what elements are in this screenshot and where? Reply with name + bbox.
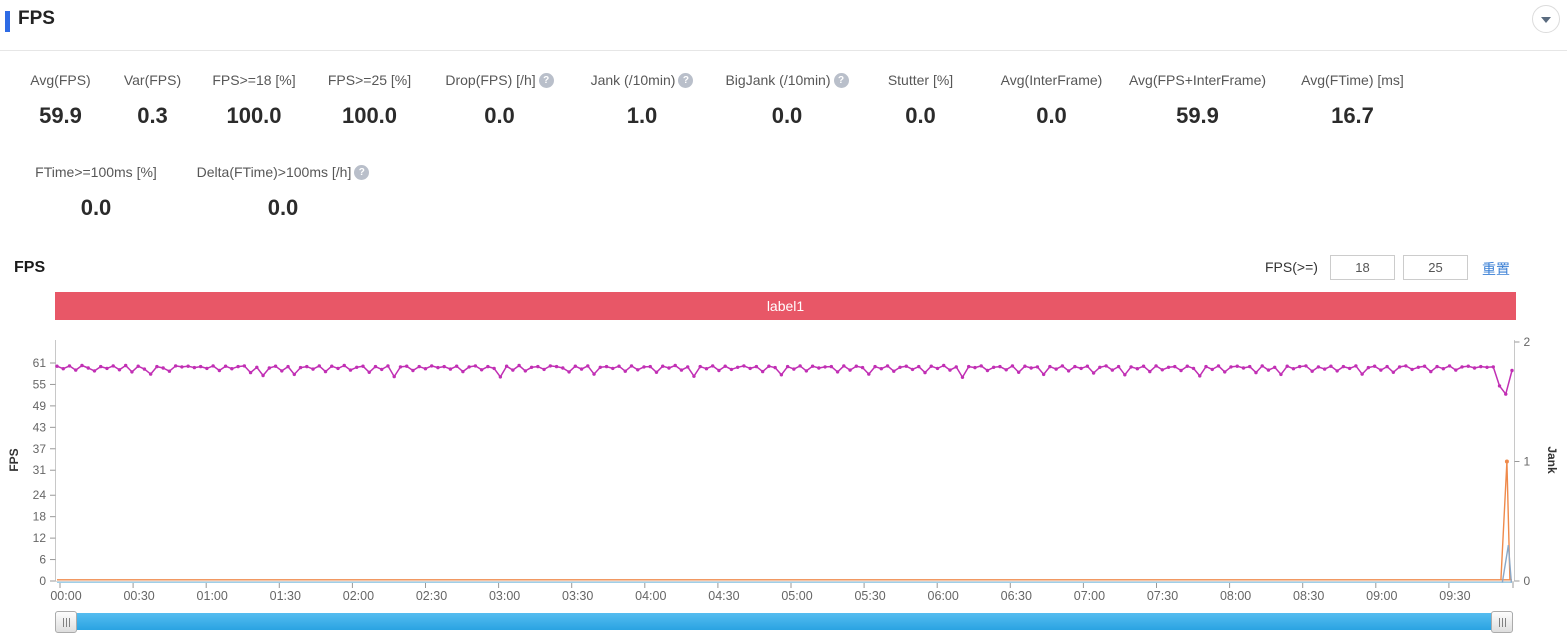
scrollbar-handle-right[interactable] [1491,611,1513,633]
svg-text:61: 61 [33,356,47,370]
svg-text:09:00: 09:00 [1366,589,1397,603]
metric-avg-interframe: Avg(InterFrame) 0.0 [983,72,1120,129]
svg-text:09:30: 09:30 [1439,589,1470,603]
metric-avg-fps-interframe: Avg(FPS+InterFrame) 59.9 [1120,72,1275,129]
svg-text:03:30: 03:30 [562,589,593,603]
metric-label: FPS>=18 [%] [212,72,296,88]
metric-label: BigJank (/10min) [725,72,831,88]
page-title: FPS [18,8,55,29]
scrollbar-handle-left[interactable] [55,611,77,633]
metric-avg-ftime-ms: Avg(FTime) [ms] 16.7 [1275,72,1430,129]
metric-stutter: Stutter [%] 0.0 [858,72,983,129]
metric-value: 0.3 [137,103,168,128]
svg-text:05:00: 05:00 [781,589,812,603]
metric-value: 0.0 [771,103,803,128]
metric-fps-25: FPS>=25 [%] 100.0 [308,72,431,129]
svg-text:24: 24 [33,488,47,502]
metric-label: Avg(FPS+InterFrame) [1128,72,1267,88]
metric-value: 59.9 [1176,103,1219,128]
metric-var-fps: Var(FPS) 0.3 [105,72,200,129]
svg-text:07:30: 07:30 [1147,589,1178,603]
svg-text:01:30: 01:30 [270,589,301,603]
chart-range-scrollbar[interactable] [55,613,1513,630]
metric-label: Jank (/10min) [590,72,676,88]
metric-value: 100.0 [226,103,282,128]
svg-text:00:30: 00:30 [123,589,154,603]
chart-title: FPS [14,259,46,276]
fps-threshold-input-2[interactable] [1403,255,1468,280]
metric-drop-fps-h: Drop(FPS) [/h]? 0.0 [431,72,568,129]
svg-text:1: 1 [1524,455,1531,469]
metric-label: Avg(InterFrame) [1000,72,1103,88]
svg-text:FPS: FPS [7,448,21,471]
svg-text:04:30: 04:30 [708,589,739,603]
metric-fps-18: FPS>=18 [%] 100.0 [200,72,308,129]
svg-text:31: 31 [33,463,47,477]
svg-text:18: 18 [33,510,47,524]
chevron-down-icon [1541,17,1551,23]
metric-jank-10min: Jank (/10min)? 1.0 [568,72,716,129]
metric-label: FPS>=25 [%] [327,72,412,88]
svg-text:05:30: 05:30 [854,589,885,603]
header-divider [0,50,1567,51]
metric-value: 0.0 [905,103,936,128]
svg-text:04:00: 04:00 [635,589,666,603]
svg-text:02:00: 02:00 [343,589,374,603]
svg-text:43: 43 [33,420,47,434]
svg-text:08:30: 08:30 [1293,589,1324,603]
metric-label: FTime>=100ms [%] [35,164,157,180]
banner-label: label1 [766,298,805,314]
svg-text:06:00: 06:00 [928,589,959,603]
chart-label-banner: label1 [55,292,1516,320]
metric-bigjank-10min: BigJank (/10min)? 0.0 [716,72,858,129]
metric-label: Delta(FTime)>100ms [/h] [196,164,352,180]
metric-avg-fps: Avg(FPS) 59.9 [16,72,105,129]
svg-text:06:30: 06:30 [1001,589,1032,603]
collapse-panel-button[interactable] [1532,5,1560,33]
metric-value: 16.7 [1331,103,1374,128]
svg-text:6: 6 [39,553,46,567]
reset-link[interactable]: 重置 [1482,261,1510,277]
svg-text:08:00: 08:00 [1220,589,1251,603]
metric-label: Var(FPS) [123,72,182,88]
metric-label: Stutter [%] [887,72,954,88]
metric-value: 0.0 [267,195,299,220]
metric-label: Drop(FPS) [/h] [445,72,536,88]
metric-value: 0.0 [484,103,515,128]
fps-jank-chart: 61 55 49 43 37 31 24 18 12 6 0 2 1 0 FPS Jank 00:00 00:30… [7,335,1559,603]
svg-text:00:00: 00:00 [50,589,81,603]
metric-value: 0.0 [80,195,112,220]
metric-ftime-100ms: FTime>=100ms [%] 0.0 [16,164,176,221]
fps-threshold-label: FPS(>=) [1265,259,1318,275]
svg-text:02:30: 02:30 [416,589,447,603]
svg-text:Jank: Jank [1545,446,1559,474]
svg-text:0: 0 [39,574,46,588]
metric-value: 0.0 [1036,103,1067,128]
svg-text:49: 49 [33,399,47,413]
metric-value: 59.9 [39,103,82,128]
help-icon[interactable]: ? [538,72,554,88]
svg-text:01:00: 01:00 [197,589,228,603]
help-icon[interactable]: ? [833,72,849,88]
svg-text:12: 12 [33,531,47,545]
svg-text:55: 55 [33,377,47,391]
metric-value: 100.0 [341,103,398,128]
metric-delta-ftime-100ms-h: Delta(FTime)>100ms [/h]? 0.0 [176,164,390,221]
svg-text:37: 37 [33,442,47,456]
metric-label: Avg(FPS) [30,72,91,88]
svg-text:03:00: 03:00 [489,589,520,603]
fps-threshold-input-1[interactable] [1330,255,1395,280]
metric-label: Avg(FTime) [ms] [1301,72,1404,88]
help-icon[interactable]: ? [354,164,370,180]
svg-text:07:00: 07:00 [1074,589,1105,603]
title-accent-bar [5,11,10,32]
metric-value: 1.0 [626,103,658,128]
svg-text:2: 2 [1524,335,1531,349]
help-icon[interactable]: ? [678,72,694,88]
svg-text:0: 0 [1524,574,1531,588]
